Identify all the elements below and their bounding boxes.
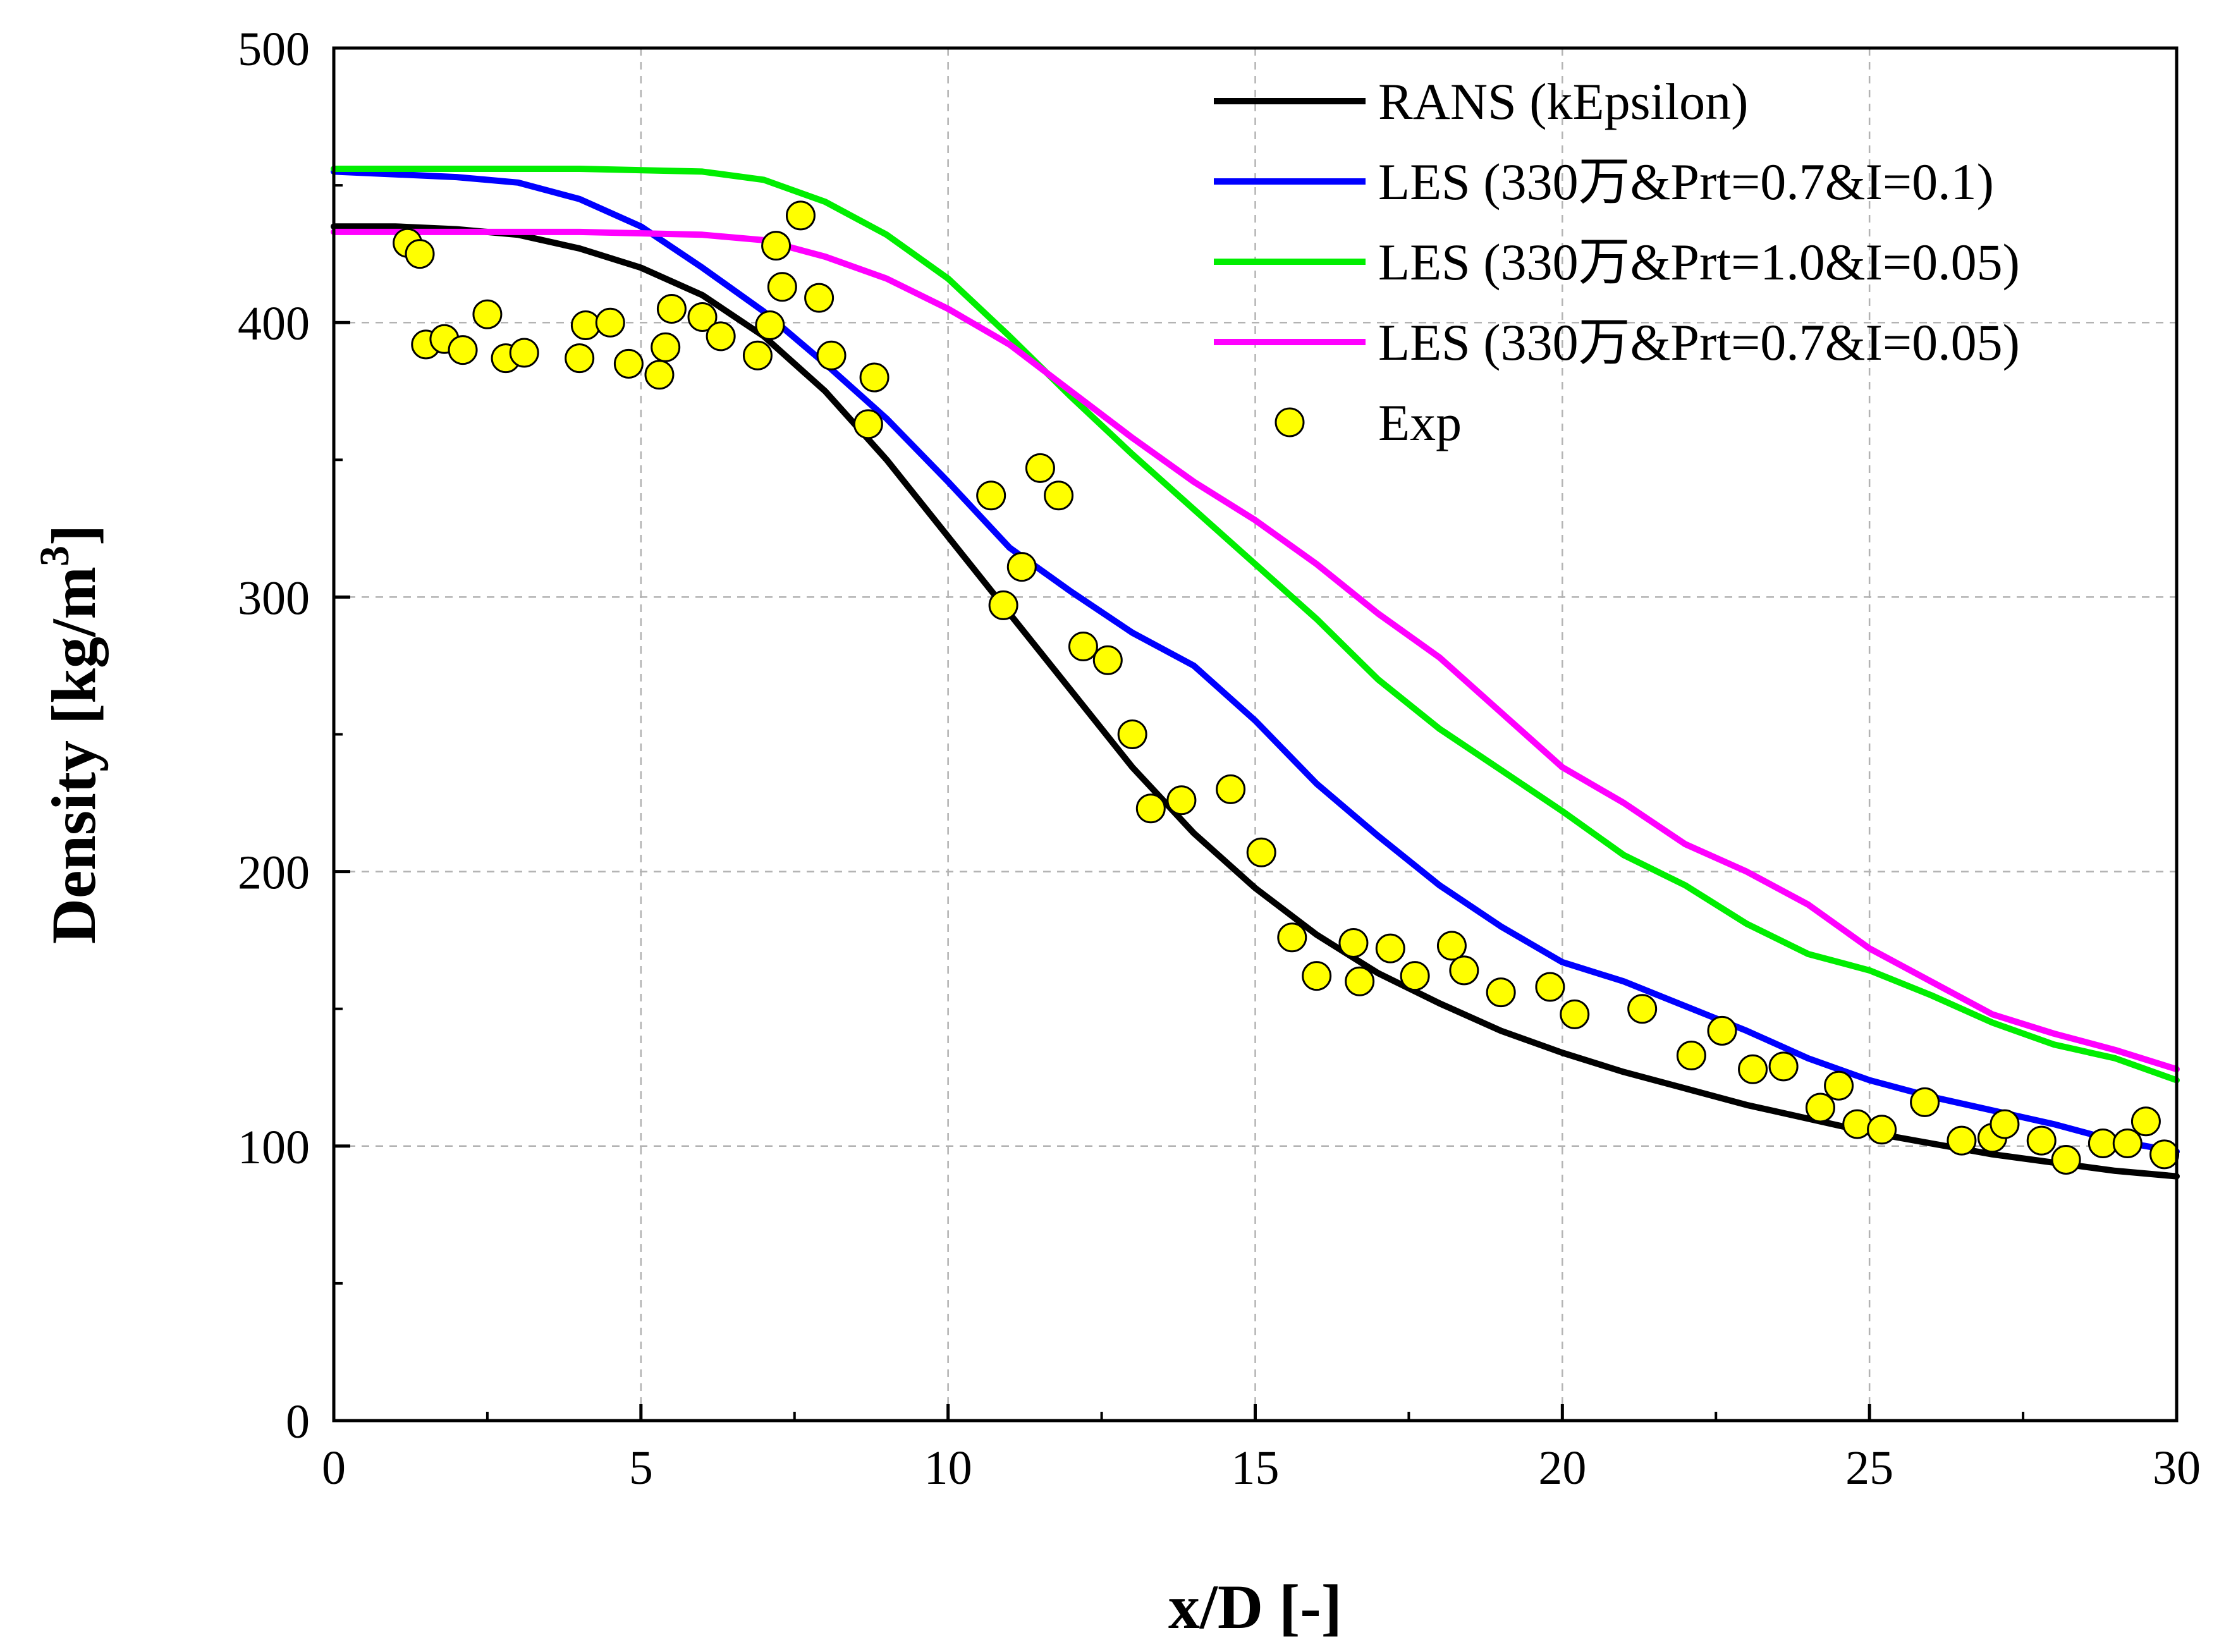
exp-points-layer <box>393 200 2180 1175</box>
exp-data-point <box>570 310 601 341</box>
exp-data-point <box>1338 927 1369 958</box>
exp-data-point <box>2149 1139 2180 1170</box>
exp-data-point <box>1400 961 1430 991</box>
exp-data-point <box>761 231 792 261</box>
exp-data-point <box>2051 1145 2081 1175</box>
exp-data-point <box>1707 1015 1737 1046</box>
y-tick-label: 200 <box>238 847 310 900</box>
exp-data-point <box>1044 480 1074 511</box>
y-tick-label: 500 <box>238 23 310 76</box>
exp-data-point <box>816 340 847 370</box>
exp-data-point <box>1947 1125 1977 1156</box>
exp-data-point <box>755 310 785 341</box>
exp-data-point <box>565 343 595 374</box>
series-line-les-330-prt-0-7-i-0-05 <box>331 228 2180 1073</box>
exp-data-point <box>651 332 681 362</box>
y-tick-label: 400 <box>238 297 310 350</box>
exp-data-point <box>687 302 718 333</box>
exp-data-point <box>1560 999 1590 1029</box>
x-tick-label: 0 <box>322 1441 346 1495</box>
exp-data-point <box>1805 1092 1835 1123</box>
exp-data-point <box>613 348 644 379</box>
exp-data-point <box>1166 785 1197 816</box>
exp-data-point <box>595 307 625 338</box>
exp-data-point <box>644 360 675 390</box>
exp-data-point <box>859 362 889 393</box>
exp-data-point <box>1216 774 1246 804</box>
exp-data-point <box>1117 719 1147 749</box>
exp-data-point <box>1135 793 1166 824</box>
legend: RANS (kEpsilon) LES (330万&Prt=0.7&I=0.1) L… <box>1214 73 2020 451</box>
x-axis-title: x/D [-] <box>1168 1572 1342 1642</box>
legend-label: LES (330万&Prt=1.0&I=0.05) <box>1378 233 2020 291</box>
exp-data-point <box>1449 955 1479 986</box>
exp-data-point <box>1842 1109 1873 1139</box>
exp-data-point <box>1277 922 1307 953</box>
y-axis-title-main: Density [kg/m <box>39 566 109 944</box>
exp-data-point <box>1246 837 1276 867</box>
exp-data-point <box>767 272 797 302</box>
exp-data-point <box>2026 1125 2057 1156</box>
exp-data-point <box>1824 1070 1854 1101</box>
exp-data-point <box>2112 1128 2143 1158</box>
x-tick-label: 5 <box>629 1441 653 1495</box>
exp-data-point <box>1025 453 1055 483</box>
exp-data-point <box>976 480 1006 511</box>
legend-label: LES (330万&Prt=0.7&I=0.1) <box>1378 153 1994 211</box>
exp-data-point <box>2130 1106 2161 1137</box>
exp-data-point <box>1867 1115 1897 1145</box>
legend-swatch-exp <box>1275 407 1305 437</box>
x-tick-label: 30 <box>2153 1441 2201 1495</box>
x-tick-label: 10 <box>924 1441 972 1495</box>
y-axis-title-close: ] <box>39 525 109 546</box>
exp-data-point <box>1436 931 1467 961</box>
exp-data-point <box>1990 1109 2020 1139</box>
x-tick-label: 20 <box>1538 1441 1586 1495</box>
legend-label: LES (330万&Prt=0.7&I=0.05) <box>1378 314 2020 371</box>
exp-data-point <box>1345 966 1375 996</box>
y-axis-title: Density [kg/m3] <box>32 525 109 945</box>
exp-data-point <box>1486 977 1516 1008</box>
exp-data-point <box>1627 994 1658 1024</box>
exp-data-point <box>1068 632 1098 662</box>
exp-data-point <box>988 590 1018 620</box>
y-axis-title-superscript: 3 <box>32 546 78 566</box>
series-line-les-330-prt-0-7-i-0-1 <box>331 168 2180 1155</box>
exp-data-point <box>853 409 883 439</box>
exp-data-point <box>472 299 503 329</box>
exp-data-point <box>785 200 816 231</box>
exp-data-point <box>509 338 539 368</box>
exp-data-point <box>1535 972 1565 1002</box>
exp-data-point <box>706 321 736 352</box>
x-tick-label: 25 <box>1845 1441 1893 1495</box>
exp-data-point <box>1738 1054 1768 1084</box>
exp-data-point <box>742 340 773 370</box>
exp-data-point <box>1768 1051 1799 1082</box>
ticks-layer <box>332 46 2179 1423</box>
series-line-les-330-prt-1-0-i-0-05 <box>331 166 2180 1084</box>
exp-data-point <box>1910 1087 1940 1117</box>
exp-data-point <box>1092 645 1123 675</box>
exp-data-point <box>1375 933 1405 964</box>
exp-data-point <box>804 283 834 313</box>
y-tick-label: 300 <box>238 572 310 625</box>
exp-data-point <box>448 335 478 365</box>
exp-data-point <box>1302 961 1332 991</box>
exp-data-point <box>1676 1041 1706 1071</box>
legend-label: Exp <box>1378 394 1462 451</box>
exp-data-point <box>656 293 687 324</box>
exp-data-point <box>405 239 435 269</box>
exp-data-point <box>1006 552 1037 582</box>
y-tick-label: 0 <box>286 1395 310 1448</box>
y-tick-label: 100 <box>238 1121 310 1174</box>
x-tick-label: 15 <box>1232 1441 1280 1495</box>
legend-label: RANS (kEpsilon) <box>1378 73 1748 130</box>
